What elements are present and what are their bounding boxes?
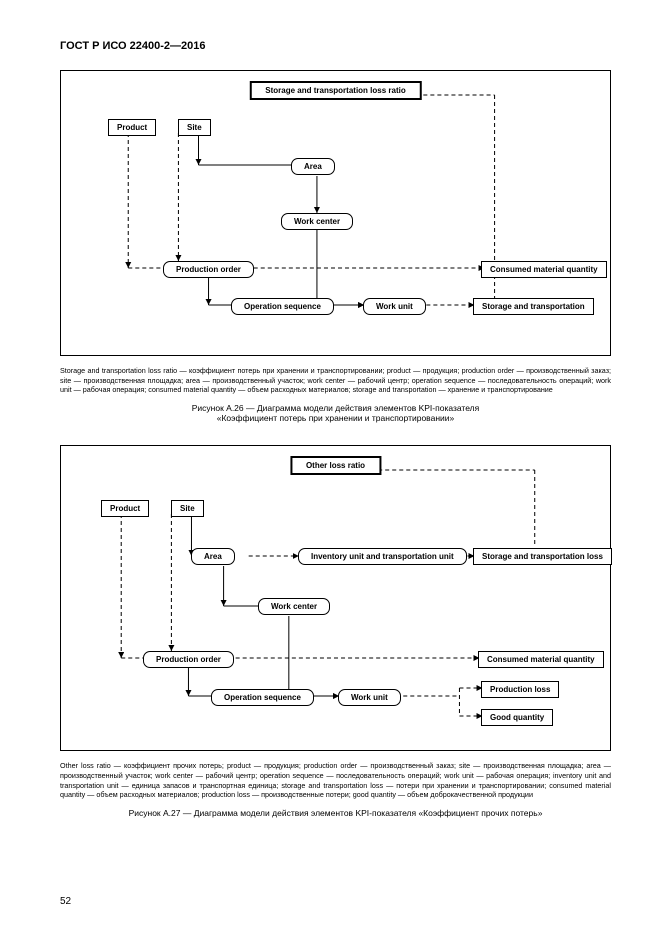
- figure-caption-a26: Рисунок А.26 — Диаграмма модели действия…: [60, 403, 611, 423]
- title-node: Storage and transportation loss ratio: [249, 81, 421, 100]
- diagram-frame-a26: Storage and transportation loss ratio Pr…: [60, 70, 611, 356]
- node-operation-sequence: Operation sequence: [231, 298, 334, 315]
- node-production-order: Production order: [163, 261, 254, 278]
- node-operation-sequence: Operation sequence: [211, 689, 314, 706]
- caption-a26: Storage and transportation loss ratio — …: [60, 366, 611, 395]
- figure-caption-a27: Рисунок А.27 — Диаграмма модели действия…: [60, 808, 611, 818]
- document-header: ГОСТ Р ИСО 22400-2—2016: [60, 40, 611, 52]
- page-number: 52: [60, 896, 71, 907]
- diagram-a26: Storage and transportation loss ratio Pr…: [63, 73, 608, 353]
- node-area: Area: [291, 158, 335, 175]
- diagram-a27-lines: [63, 448, 608, 748]
- node-consumed-material: Consumed material quantity: [481, 261, 607, 278]
- node-good-quantity: Good quantity: [481, 709, 553, 726]
- page: ГОСТ Р ИСО 22400-2—2016: [0, 0, 661, 935]
- figure-caption-a26-l1: Рисунок А.26 — Диаграмма модели действия…: [192, 403, 480, 413]
- node-site: Site: [171, 500, 204, 517]
- diagram-frame-a27: Other loss ratio Product Site Area Inven…: [60, 445, 611, 751]
- node-site: Site: [178, 119, 211, 136]
- node-storage-loss: Storage and transportation loss: [473, 548, 612, 565]
- node-storage-transport: Storage and transportation: [473, 298, 594, 315]
- diagram-a27: Other loss ratio Product Site Area Inven…: [63, 448, 608, 748]
- node-work-center: Work center: [258, 598, 330, 615]
- node-product: Product: [101, 500, 149, 517]
- node-inventory-unit: Inventory unit and transportation unit: [298, 548, 467, 565]
- node-production-order: Production order: [143, 651, 234, 668]
- node-work-center: Work center: [281, 213, 353, 230]
- caption-a27: Other loss ratio — коэффициент прочих по…: [60, 761, 611, 800]
- node-work-unit: Work unit: [338, 689, 401, 706]
- node-production-loss: Production loss: [481, 681, 559, 698]
- node-area: Area: [191, 548, 235, 565]
- node-work-unit: Work unit: [363, 298, 426, 315]
- figure-caption-a26-l2: «Коэффициент потерь при хранении и транс…: [217, 413, 455, 423]
- title-node: Other loss ratio: [290, 456, 381, 475]
- node-consumed-material: Consumed material quantity: [478, 651, 604, 668]
- node-product: Product: [108, 119, 156, 136]
